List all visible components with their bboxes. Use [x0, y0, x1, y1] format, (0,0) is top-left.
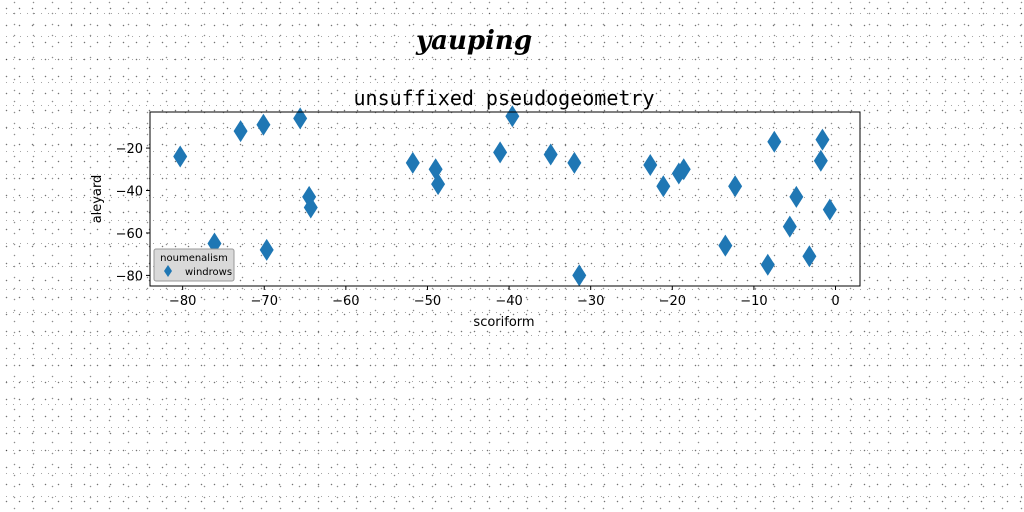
- data-point-windrows: [656, 175, 671, 198]
- data-point-windrows: [259, 238, 274, 261]
- legend-label-windrows: windrows: [185, 267, 232, 278]
- data-point-windrows: [493, 141, 508, 164]
- data-point-windrows: [543, 143, 558, 166]
- data-point-windrows: [782, 215, 797, 238]
- legend-box: [153, 248, 235, 282]
- x-tick-label: −50: [414, 294, 441, 309]
- figure-suptitle: yauping: [416, 26, 532, 56]
- y-tick-label: −80: [116, 269, 143, 284]
- plot-area-frame: [149, 111, 861, 287]
- x-axis-label: scoriform: [473, 315, 534, 330]
- x-tick-label: −40: [495, 294, 522, 309]
- data-point-windrows: [643, 154, 658, 177]
- data-point-windrows: [173, 145, 188, 168]
- legend-title: noumenalism: [160, 253, 228, 264]
- x-tick-label: −30: [577, 294, 604, 309]
- data-point-windrows: [676, 158, 691, 181]
- data-point-windrows: [813, 149, 828, 172]
- data-point-windrows: [233, 120, 248, 143]
- data-point-windrows: [802, 245, 817, 268]
- data-point-windrows: [256, 113, 271, 136]
- legend-marker-windrows: [164, 265, 172, 277]
- x-tick-label: −10: [740, 294, 767, 309]
- data-point-windrows: [567, 151, 582, 174]
- y-tick-label: −60: [116, 227, 143, 242]
- data-point-windrows: [728, 175, 743, 198]
- data-point-windrows: [293, 107, 308, 130]
- data-point-windrows: [303, 196, 318, 219]
- data-point-windrows: [505, 105, 520, 128]
- data-point-windrows: [428, 158, 443, 181]
- chart-title: unsuffixed pseudogeometry: [353, 86, 654, 110]
- data-point-windrows: [822, 198, 837, 221]
- data-point-windrows: [572, 264, 587, 287]
- data-point-windrows: [767, 130, 782, 153]
- data-point-windrows: [431, 173, 446, 196]
- y-tick-label: −40: [116, 185, 143, 200]
- x-tick-label: −20: [659, 294, 686, 309]
- data-point-windrows: [405, 151, 420, 174]
- x-tick-label: −60: [332, 294, 359, 309]
- data-point-windrows: [815, 128, 830, 151]
- data-point-windrows: [760, 253, 775, 276]
- x-tick-label: 0: [831, 294, 839, 309]
- legend: noumenalism windrows: [153, 248, 235, 282]
- data-point-windrows: [789, 185, 804, 208]
- x-tick-label: −70: [251, 294, 278, 309]
- y-tick-label: −20: [116, 142, 143, 157]
- y-axis-label: aleyard: [90, 175, 105, 224]
- x-tick-label: −80: [169, 294, 196, 309]
- data-point-windrows: [718, 234, 733, 257]
